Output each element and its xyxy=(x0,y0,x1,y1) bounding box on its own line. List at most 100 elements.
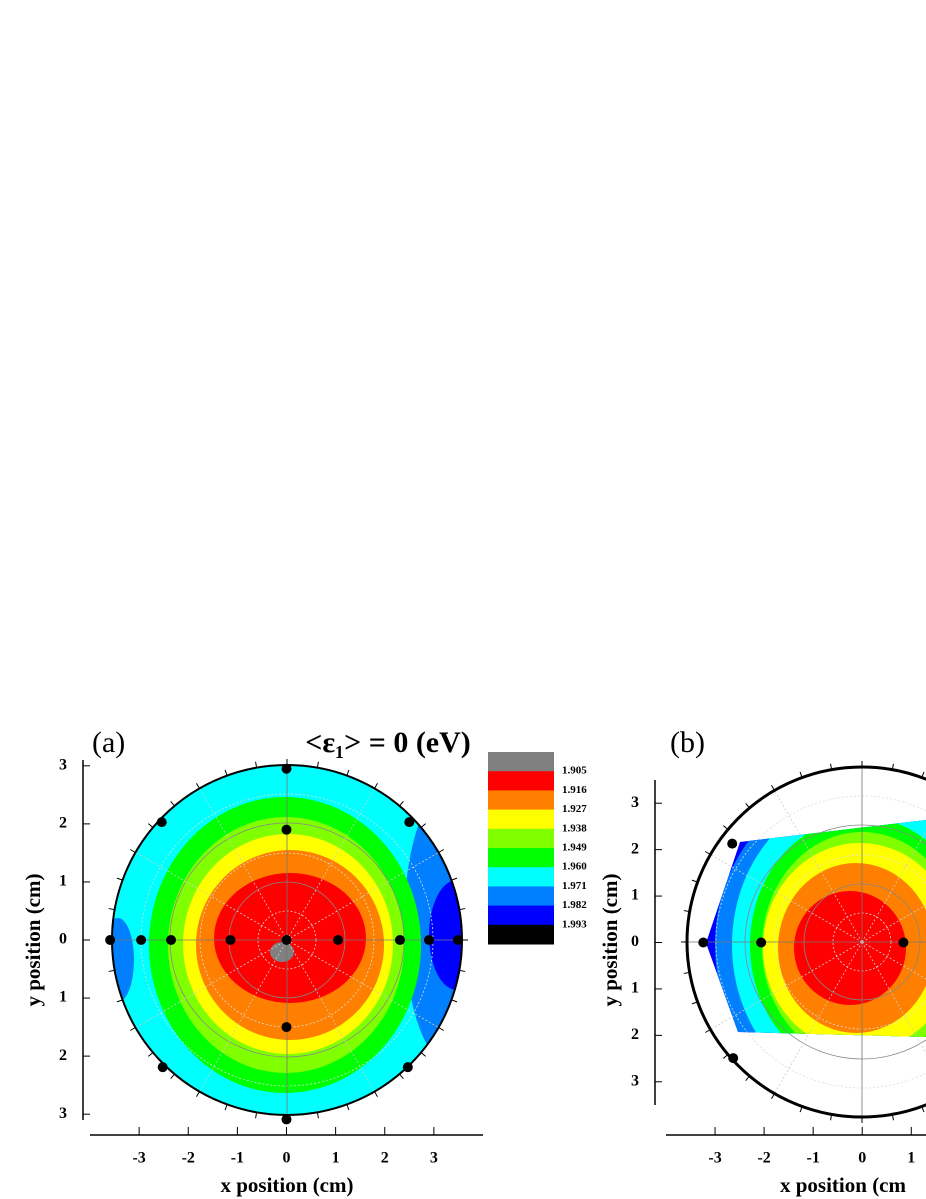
x-tick-label: -2 xyxy=(182,1150,195,1167)
x-tick-label: -2 xyxy=(757,1150,770,1167)
contour-band xyxy=(112,918,134,1002)
y-tick-label: 0 xyxy=(59,931,67,948)
angle-tick xyxy=(170,801,175,807)
panel-label: (a) xyxy=(92,726,125,759)
x-tick-label: 1 xyxy=(332,1150,340,1167)
angle-tick xyxy=(438,1027,445,1031)
measurement-point xyxy=(727,838,738,849)
measurement-point xyxy=(394,935,405,945)
angle-tick xyxy=(683,971,690,974)
measurement-point xyxy=(698,937,709,948)
y-tick-label: 1 xyxy=(59,989,67,1006)
angle-tick xyxy=(830,1114,833,1121)
angle-tick xyxy=(108,969,115,972)
legend-swatch xyxy=(488,809,554,830)
panel: 3 2 1 0 1 2 3 -3 -2 -1 0 1 2 3 x position (cm) y positi… xyxy=(21,726,587,1197)
angle-tick xyxy=(745,803,750,809)
angle-tick xyxy=(196,1091,200,1098)
panel-label: (b) xyxy=(670,726,705,759)
angle-tick xyxy=(170,1073,175,1079)
legend-level: 1.938 xyxy=(562,822,587,834)
angle-tick xyxy=(891,763,894,770)
measurement-point xyxy=(402,1062,413,1073)
polar-spoke xyxy=(774,790,863,943)
angle-tick xyxy=(148,1052,154,1057)
x-tick-label: -3 xyxy=(708,1150,721,1167)
legend-swatch xyxy=(488,848,554,868)
angle-tick xyxy=(316,761,319,768)
angle-tick xyxy=(799,771,803,778)
polar-spoke xyxy=(199,788,288,941)
x-tick-label: 3 xyxy=(430,1150,438,1167)
angle-tick xyxy=(704,851,711,855)
angle-tick xyxy=(723,825,729,830)
y-tick-label: 3 xyxy=(59,756,67,773)
angle-tick xyxy=(224,769,228,776)
polar-spoke xyxy=(710,941,863,1030)
angle-tick xyxy=(116,999,123,1003)
y-tick-label: 2 xyxy=(631,1026,639,1043)
angle-tick xyxy=(116,877,123,881)
angle-tick xyxy=(451,999,458,1003)
angle-tick xyxy=(891,1114,894,1121)
legend-swatch xyxy=(488,867,554,887)
polar-spoke xyxy=(286,939,439,1028)
polar-spoke xyxy=(861,904,926,943)
measurement-point xyxy=(333,935,344,945)
measurement-point xyxy=(105,935,116,945)
angle-tick xyxy=(346,1104,350,1111)
y-tick-label: 1 xyxy=(631,980,639,997)
measurement-point xyxy=(281,824,292,835)
y-tick-label: 1 xyxy=(59,873,67,890)
angle-tick xyxy=(745,1075,750,1081)
legend-swatch xyxy=(488,924,554,945)
angle-tick xyxy=(316,1112,319,1119)
measurement-point xyxy=(423,935,434,945)
legend-swatch xyxy=(488,790,554,811)
measurement-point xyxy=(281,1022,292,1033)
angle-tick xyxy=(723,1054,729,1059)
y-tick-label: 2 xyxy=(631,840,639,857)
measurement-point xyxy=(281,763,292,774)
contour-band xyxy=(794,891,906,1005)
polar-spoke xyxy=(135,852,288,941)
x-axis-label: x position (cm xyxy=(780,1173,907,1197)
measurement-point xyxy=(156,817,167,828)
polar-spoke xyxy=(135,939,288,1028)
y-tick-label: 2 xyxy=(59,815,67,832)
legend-level: 1.916 xyxy=(562,784,587,796)
polar-spoke xyxy=(861,830,926,943)
y-tick-label: 2 xyxy=(59,1047,67,1064)
angle-tick xyxy=(129,849,136,853)
y-tick-label: 3 xyxy=(631,1072,639,1089)
angle-tick xyxy=(399,1073,404,1079)
measurement-point xyxy=(728,1053,739,1064)
angle-tick xyxy=(921,1106,925,1113)
polar-spoke xyxy=(774,941,863,1094)
legend-level: 1.927 xyxy=(562,803,587,815)
contour-band xyxy=(270,942,294,962)
angle-tick xyxy=(255,1112,258,1119)
angle-tick xyxy=(108,908,115,911)
legend-level: 1.949 xyxy=(562,842,587,854)
legend-level: 1.971 xyxy=(562,880,587,892)
legend-swatch xyxy=(488,771,554,791)
angle-tick xyxy=(420,1052,426,1057)
x-tick-label: -1 xyxy=(807,1150,820,1167)
angle-tick xyxy=(399,801,404,807)
angle-tick xyxy=(255,761,258,768)
legend-level: 1.982 xyxy=(562,899,587,911)
angle-tick xyxy=(459,908,466,911)
legend-swatch xyxy=(488,828,554,849)
measurement-point xyxy=(898,937,909,948)
polar-spoke xyxy=(286,788,375,941)
legend-level: 1.905 xyxy=(562,765,587,777)
polar-spoke xyxy=(286,939,375,1092)
measurement-point xyxy=(225,935,236,945)
angle-tick xyxy=(451,877,458,881)
chart-title: <ε₁> = 0 (eV) xyxy=(305,726,471,759)
legend-swatch xyxy=(488,886,554,907)
legend-swatch xyxy=(488,752,554,772)
